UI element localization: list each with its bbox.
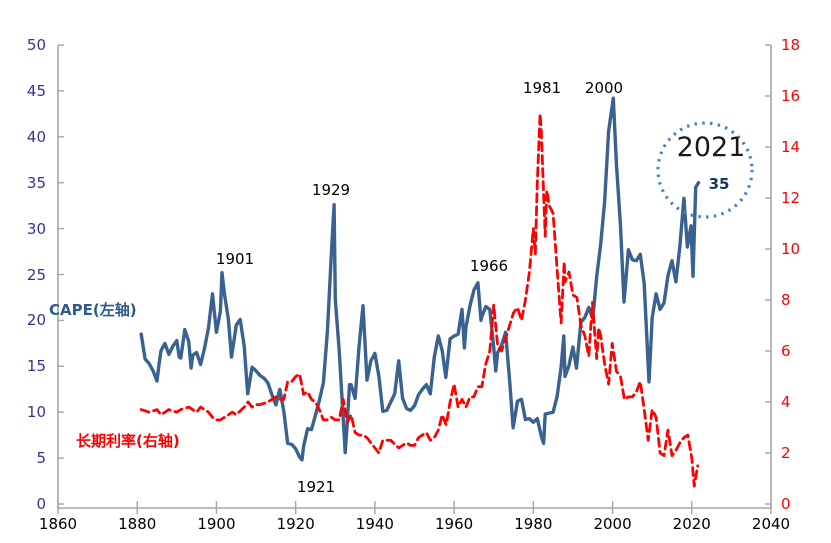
highlight-year-label: 2021 [676, 132, 746, 163]
rate-series-line [139, 112, 700, 488]
right-axis-tick-label: 8 [781, 291, 791, 309]
left-axis-tick-label: 40 [26, 127, 46, 146]
left-axis-tick-label: 50 [26, 36, 46, 54]
series-label-cape: CAPE(左轴) [49, 301, 137, 319]
x-axis-tick-label: 1900 [197, 515, 236, 533]
left-axis-tick-label: 5 [36, 449, 46, 468]
x-axis-tick-label: 1880 [118, 515, 157, 533]
left-axis-tick-label: 25 [26, 265, 46, 284]
right-axis-tick-label: 0 [781, 495, 791, 513]
series-label-rate: 长期利率(右轴) [76, 432, 180, 450]
x-axis-tick-label: 1960 [435, 515, 474, 533]
highlight-2021-circle [656, 121, 754, 219]
peak-year-annotation: 1966 [469, 257, 509, 275]
right-axis-tick-label: 12 [781, 189, 801, 207]
right-axis-tick-label: 2 [781, 444, 791, 462]
peak-year-annotation: 1901 [215, 250, 255, 268]
peak-year-annotation: 1981 [522, 79, 562, 97]
x-axis-tick-label: 1940 [355, 515, 394, 533]
right-axis-tick-label: 6 [781, 342, 791, 360]
left-axis-tick-label: 45 [26, 81, 46, 100]
left-axis-tick-label: 15 [26, 357, 46, 376]
x-axis-tick-label: 1860 [38, 515, 78, 533]
right-axis-tick-label: 10 [781, 240, 801, 258]
left-axis-tick-label: 35 [26, 173, 46, 192]
cape-series-line [139, 96, 701, 462]
peak-year-annotation: 1929 [311, 181, 351, 199]
right-axis-tick-label: 4 [781, 393, 791, 411]
right-axis-tick-label: 14 [781, 138, 801, 156]
x-axis-tick-label: 2020 [672, 515, 711, 533]
x-axis-tick-label: 1920 [276, 515, 315, 533]
highlight-value-label: 35 [708, 175, 730, 193]
left-axis-tick-label: 10 [26, 403, 46, 422]
right-axis-tick-label: 16 [781, 87, 801, 105]
x-axis-tick-label: 1980 [514, 515, 553, 533]
peak-year-annotation: 1921 [296, 478, 336, 496]
left-axis-tick-label: 0 [36, 495, 46, 513]
right-axis-tick-label: 18 [781, 36, 801, 54]
x-axis-tick-label: 2000 [593, 515, 632, 533]
peak-year-annotation: 2000 [584, 79, 624, 97]
left-axis-tick-label: 30 [26, 219, 46, 238]
left-axis-tick-label: 20 [26, 311, 46, 330]
x-axis-tick-label: 2040 [751, 515, 791, 533]
